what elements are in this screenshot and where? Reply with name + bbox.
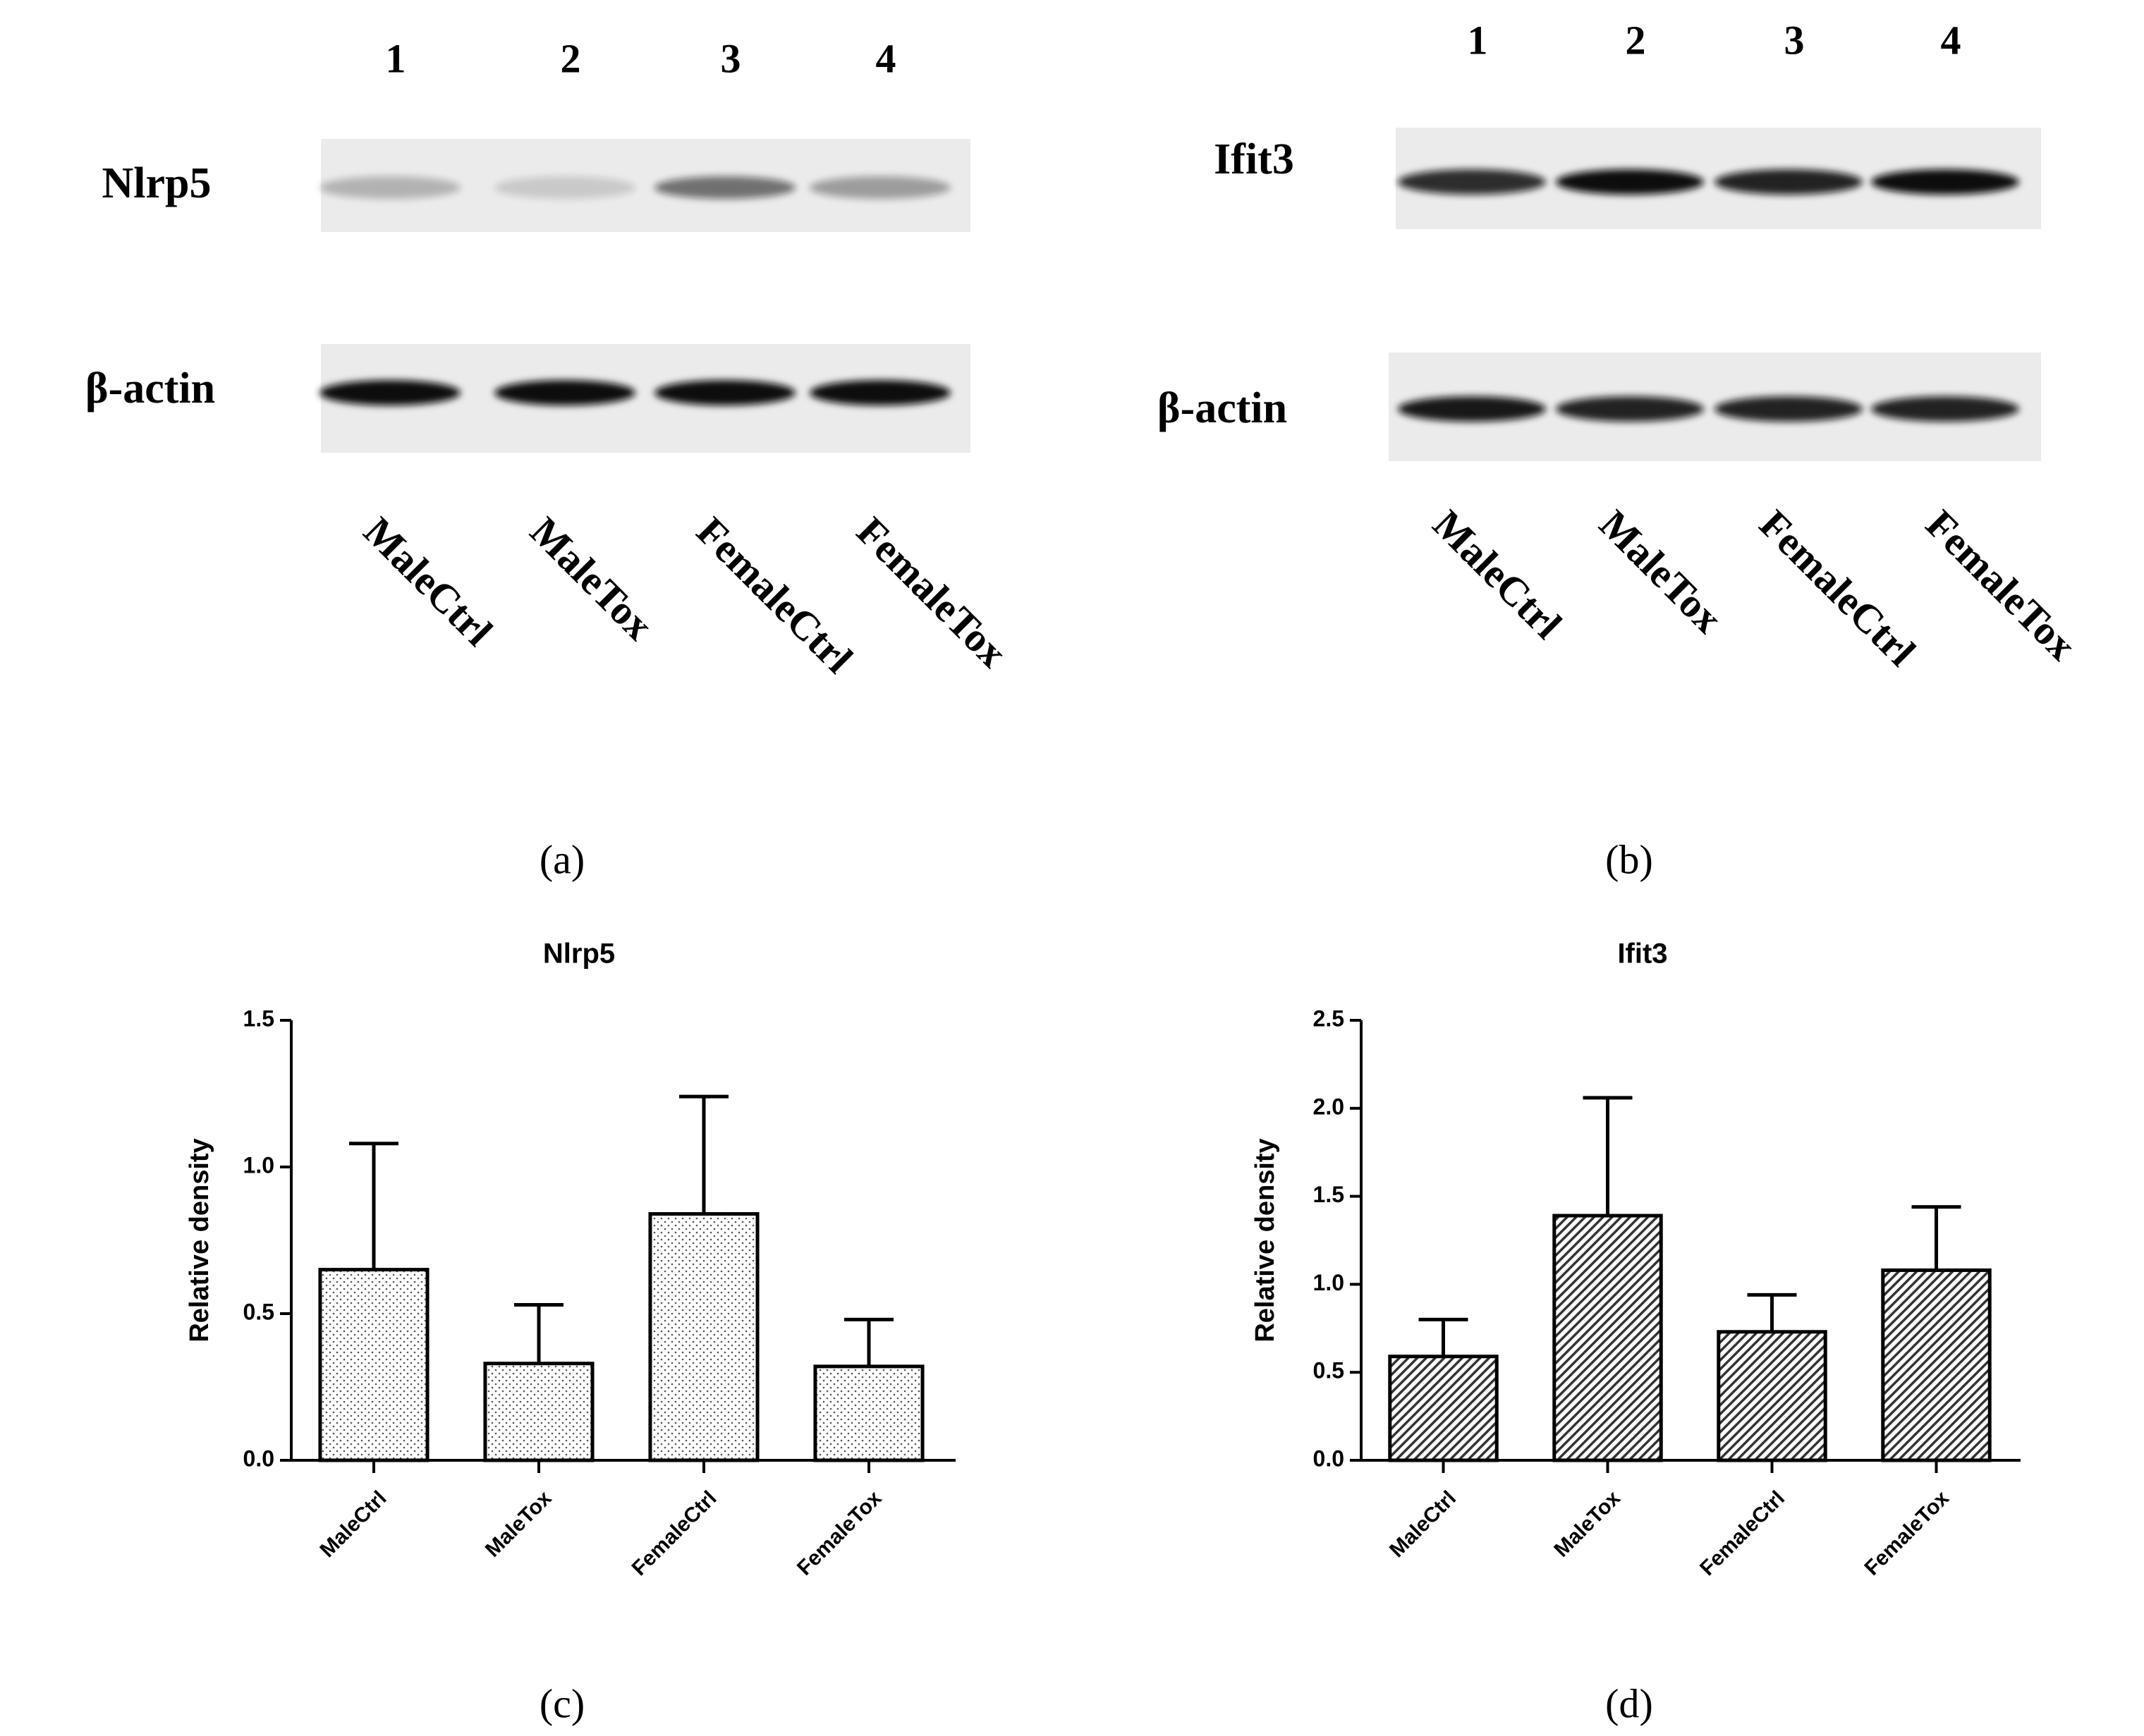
chart-title: Nlrp5 — [543, 939, 615, 970]
y-tick-label: 1.5 — [1313, 1182, 1344, 1207]
blot-band — [1398, 169, 1546, 195]
lane-number: 2 — [561, 35, 581, 81]
chart-title: Ifit3 — [1617, 939, 1667, 970]
y-tick-label: 1.0 — [1313, 1270, 1344, 1295]
blot-band — [1871, 169, 2019, 195]
blot-band — [319, 176, 461, 199]
lane-number: 3 — [721, 35, 741, 81]
y-tick-label: 2.5 — [1313, 1005, 1344, 1031]
panel-label: (c) — [540, 1680, 585, 1726]
blot-band — [319, 380, 461, 405]
bar — [1388, 1355, 1499, 1462]
y-tick-label: 2.0 — [1313, 1094, 1344, 1119]
blot-row-label: β-actin — [85, 365, 215, 412]
lane-number: 4 — [1941, 17, 1961, 63]
blot-row-label: Nlrp5 — [102, 159, 212, 207]
bar — [318, 1268, 430, 1462]
bar — [813, 1364, 925, 1462]
bar — [1717, 1330, 1827, 1462]
lane-number: 3 — [1784, 17, 1805, 63]
blot-band — [810, 176, 951, 199]
lane-number: 1 — [1468, 17, 1488, 63]
bar — [483, 1362, 595, 1462]
blot-band — [1714, 396, 1863, 422]
blot-band — [1556, 396, 1704, 422]
panel-label: (a) — [540, 836, 585, 882]
blot-band — [1398, 396, 1546, 422]
panel-label: (b) — [1605, 836, 1653, 882]
blot-band — [494, 380, 635, 405]
blot-row-label: Ifit3 — [1214, 135, 1294, 183]
blot-band — [654, 380, 796, 405]
lane-number: 1 — [386, 35, 406, 81]
blot-row-label: β-actin — [1157, 384, 1287, 432]
bar — [1881, 1268, 1992, 1462]
bar — [648, 1212, 760, 1462]
blot-band — [810, 380, 951, 405]
blot-band — [1871, 396, 2019, 422]
y-tick-label: 1.0 — [243, 1152, 274, 1178]
blot-band — [1714, 169, 1863, 195]
blot-band — [654, 176, 796, 199]
panel-label: (d) — [1605, 1680, 1653, 1726]
y-tick-label: 1.5 — [243, 1005, 274, 1031]
y-tick-label: 0.0 — [243, 1445, 274, 1471]
y-tick-label: 0.5 — [1313, 1358, 1344, 1383]
y-tick-label: 0.5 — [243, 1299, 274, 1324]
y-axis-label: Relative density — [1250, 1138, 1280, 1342]
blot-band — [494, 176, 635, 199]
y-axis-label: Relative density — [185, 1138, 214, 1342]
y-tick-label: 0.0 — [1313, 1445, 1344, 1471]
bar — [1552, 1214, 1663, 1462]
blot-band — [1556, 169, 1704, 195]
lane-number: 2 — [1626, 17, 1646, 63]
lane-number: 4 — [876, 35, 896, 81]
